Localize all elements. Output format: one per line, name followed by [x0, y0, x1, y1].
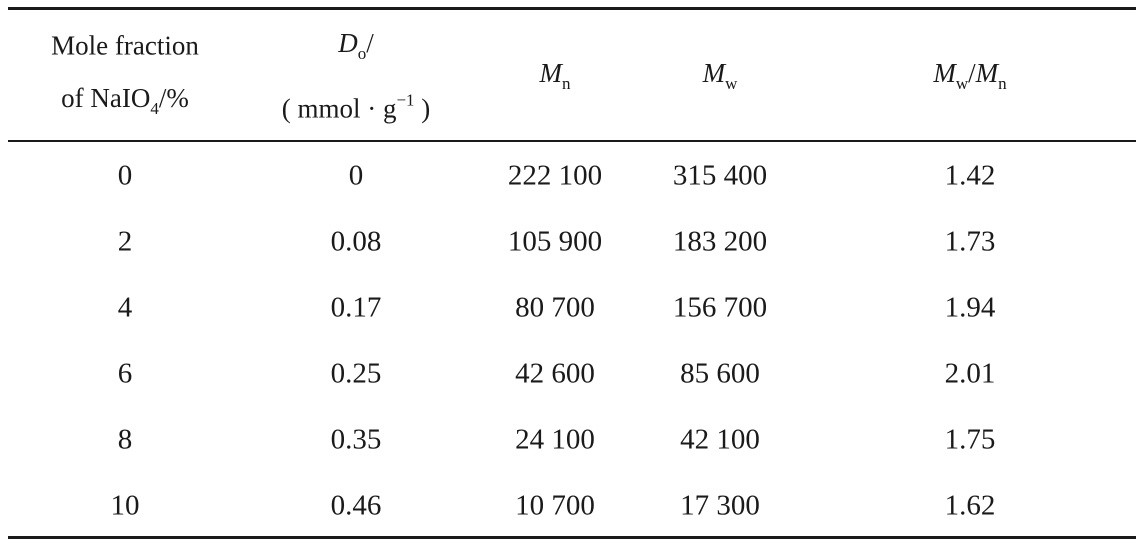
table-cell: 105 900 — [507, 225, 603, 258]
table-cell: 0 — [348, 159, 364, 192]
table-cell: 0.17 — [330, 291, 382, 324]
table-cell: 80 700 — [515, 291, 595, 324]
header-col5: Mw/Mn — [933, 58, 1007, 93]
table-cell: 10 — [110, 489, 140, 522]
table-cell: 156 700 — [672, 291, 768, 324]
table-cell: 0 — [117, 159, 133, 192]
table-cell: 222 100 — [507, 159, 603, 192]
table-cell: 4 — [117, 291, 133, 324]
table-cell: 10 700 — [515, 489, 595, 522]
table-cell: 1.94 — [944, 291, 996, 324]
table-header-rule — [8, 140, 1136, 142]
header-col3: Mn — [539, 58, 571, 93]
table-cell: 1.75 — [944, 423, 996, 456]
header-col4: Mw — [702, 58, 738, 93]
table-cell: 42 600 — [515, 357, 595, 390]
table-cell: 42 100 — [680, 423, 760, 456]
table-top-rule — [8, 7, 1136, 10]
table-cell: 0.08 — [330, 225, 382, 258]
table-cell: 2.01 — [944, 357, 996, 390]
table-cell: 8 — [117, 423, 133, 456]
table-cell: 6 — [117, 357, 133, 390]
table-cell: 1.42 — [944, 159, 996, 192]
table-bottom-rule — [8, 536, 1136, 539]
table-cell: 0.46 — [330, 489, 382, 522]
table-cell: 0.25 — [330, 357, 382, 390]
table-cell: 24 100 — [515, 423, 595, 456]
table-cell: 17 300 — [680, 489, 760, 522]
table-cell: 2 — [117, 225, 133, 258]
header-col2-unit: ( mmol · g−1 ) — [281, 90, 431, 124]
header-col1-line1: Mole fraction — [51, 30, 199, 61]
header-col1-line2: of NaIO4/% — [61, 83, 189, 118]
header-col2-line1: Do/ — [338, 28, 374, 63]
table-cell: 315 400 — [672, 159, 768, 192]
table-cell: 85 600 — [680, 357, 760, 390]
table-cell: 1.73 — [944, 225, 996, 258]
table-cell: 1.62 — [944, 489, 996, 522]
table-cell: 0.35 — [330, 423, 382, 456]
table-cell: 183 200 — [672, 225, 768, 258]
